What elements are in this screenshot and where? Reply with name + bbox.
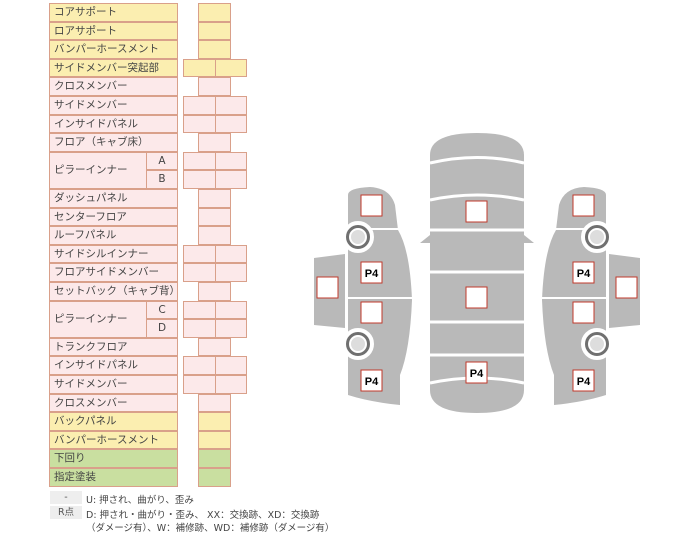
row-label: バンパーホースメント	[49, 40, 178, 59]
row-label: コアサポート	[49, 3, 178, 22]
entry-cell[interactable]	[215, 356, 247, 375]
damage-box[interactable]	[572, 261, 595, 284]
p4-marker: P4	[470, 368, 484, 380]
row-label: バックパネル	[49, 412, 178, 431]
entry-cell[interactable]	[215, 170, 247, 189]
row-sub-label: A	[146, 151, 178, 171]
damage-box[interactable]	[316, 276, 339, 299]
row-label: 指定塗装	[49, 468, 178, 487]
entry-cell[interactable]	[215, 375, 247, 394]
entry-cell[interactable]	[215, 58, 247, 78]
p4-marker: P4	[577, 268, 591, 280]
entry-cell[interactable]	[215, 96, 247, 115]
row-label: ロアサポート	[49, 21, 178, 41]
damage-box[interactable]	[615, 276, 638, 299]
row-label: サイドシルインナー	[49, 244, 178, 264]
row-label: ダッシュパネル	[49, 189, 178, 208]
row-label: インサイドパネル	[49, 114, 178, 134]
entry-cell[interactable]	[198, 430, 231, 450]
entry-cell[interactable]	[215, 114, 247, 134]
entry-cell[interactable]	[198, 133, 231, 152]
p4-marker: P4	[365, 376, 379, 388]
entry-cell[interactable]	[198, 337, 231, 357]
row-label: センターフロア	[49, 207, 178, 227]
row-label: ルーフパネル	[49, 226, 178, 245]
legend-r-text-1: D: 押され・曲がり・歪み、 XX：交換跡、XD：交換跡	[86, 510, 320, 521]
row-label: トランクフロア	[49, 337, 178, 357]
row-label: フロア（キャブ床）	[49, 133, 178, 152]
damage-box[interactable]	[572, 194, 595, 217]
legend-dash-text: U: 押され、曲がり、歪み	[86, 495, 194, 506]
entry-cell[interactable]	[215, 319, 247, 338]
entry-cell[interactable]	[198, 3, 231, 22]
damage-box[interactable]	[360, 369, 383, 392]
row-label: 下回り	[49, 449, 178, 468]
row-sub-label: D	[146, 319, 178, 338]
entry-cell[interactable]	[198, 282, 231, 301]
damage-box[interactable]	[360, 194, 383, 217]
entry-cell[interactable]	[198, 412, 231, 431]
damage-box[interactable]	[465, 200, 488, 223]
damage-box[interactable]	[572, 301, 595, 324]
entry-cell[interactable]	[198, 393, 231, 413]
entry-cell[interactable]	[215, 300, 247, 320]
entry-cell[interactable]	[198, 21, 231, 41]
damage-box[interactable]	[572, 369, 595, 392]
legend-r-text-2: （ダメージ有）、W：補修跡、WD：補修跡（ダメージ有）	[86, 523, 335, 534]
entry-cell[interactable]	[198, 40, 231, 59]
row-label: フロアサイドメンバー	[49, 263, 178, 282]
legend-dash-key: -	[50, 491, 82, 504]
entry-cell[interactable]	[198, 468, 231, 487]
entry-cell[interactable]	[198, 189, 231, 208]
row-sub-label: B	[146, 170, 178, 189]
row-label: バンパーホースメント	[49, 430, 178, 450]
entry-cell[interactable]	[198, 449, 231, 468]
row-sub-label: C	[146, 300, 178, 320]
row-label: クロスメンバー	[49, 77, 178, 96]
entry-cell[interactable]	[198, 226, 231, 245]
legend-r-key: R点	[50, 506, 82, 519]
row-label: サイドメンバー突起部	[49, 58, 178, 78]
row-label: セットバック（キャブ背）	[49, 282, 180, 301]
entry-cell[interactable]	[198, 207, 231, 227]
damage-box[interactable]	[465, 361, 488, 384]
p4-marker: P4	[577, 376, 591, 388]
entry-cell[interactable]	[198, 77, 231, 96]
damage-box[interactable]	[360, 301, 383, 324]
p4-marker: P4	[365, 268, 379, 280]
entry-cell[interactable]	[215, 151, 247, 171]
vehicle-top-view	[429, 133, 525, 413]
entry-cell[interactable]	[215, 263, 247, 282]
row-label: サイドメンバー	[49, 375, 178, 394]
damage-box[interactable]	[465, 286, 488, 309]
entry-cell[interactable]	[215, 244, 247, 264]
row-label: サイドメンバー	[49, 96, 178, 115]
row-label: インサイドパネル	[49, 356, 178, 375]
row-label: クロスメンバー	[49, 393, 178, 413]
damage-box[interactable]	[360, 261, 383, 284]
wheel-icon	[342, 221, 613, 360]
